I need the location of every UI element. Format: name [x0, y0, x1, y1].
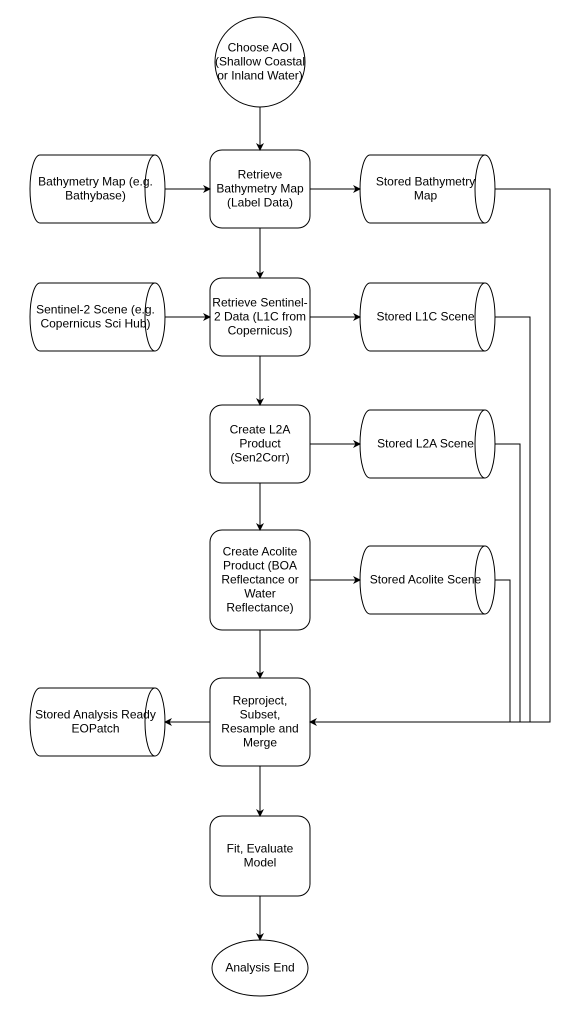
reproject-label-line-1: Subset,	[240, 708, 281, 722]
reproject-label-line-3: Merge	[243, 736, 277, 750]
storedL2A-label-line-0: Stored L2A Scene	[377, 437, 474, 451]
fitModel-label-line-0: Fit, Evaluate	[227, 842, 294, 856]
start-label-line-0: Choose AOI	[228, 41, 293, 55]
createAcolite-label-line-0: Create Acolite	[223, 545, 298, 559]
storedL2A-cylinder-inner	[475, 410, 485, 478]
retrieveBathy-label-line-1: Bathymetry Map	[216, 182, 304, 196]
s2In-label-line-0: Sentinel-2 Scene (e.g.	[36, 303, 155, 317]
createAcolite-label-line-4: Reflectance)	[226, 601, 293, 615]
bathyIn-cylinder-inner	[145, 155, 155, 223]
eoPatchOut-label-line-1: EOPatch	[71, 722, 119, 736]
storedL1C-cylinder-inner	[475, 283, 485, 351]
reproject-label-line-0: Reproject,	[233, 694, 288, 708]
edge-15	[495, 317, 530, 722]
end-label-line-0: Analysis End	[225, 961, 294, 975]
storedL1C-label-line-0: Stored L1C Scene	[376, 310, 474, 324]
storedBathy-label-line-0: Stored Bathymetry	[376, 175, 475, 189]
storedBathy-cylinder-inner	[475, 155, 485, 223]
edge-17	[495, 580, 510, 722]
fitModel-label-line-1: Model	[244, 856, 277, 870]
retrieveBathy-label-line-0: Retrieve	[238, 168, 283, 182]
start-label-line-1: (Shallow Coastal	[215, 55, 305, 69]
edge-14	[310, 189, 550, 722]
edge-16	[495, 444, 520, 722]
createL2A-label-line-2: (Sen2Corr)	[230, 451, 289, 465]
retrieveS2-label-line-0: Retrieve Sentinel-	[212, 296, 307, 310]
reproject-label-line-2: Resample and	[221, 722, 298, 736]
start-label-line-2: or Inland Water)	[217, 69, 303, 83]
createAcolite-label-line-1: Product (BOA	[223, 559, 297, 573]
eoPatchOut-cylinder-inner	[145, 688, 155, 756]
createAcolite-label-line-2: Reflectance or	[221, 573, 298, 587]
storedAcolite-label-line-0: Stored Acolite Scene	[370, 573, 482, 587]
createAcolite-label-line-3: Water	[244, 587, 276, 601]
retrieveBathy-label-line-2: (Label Data)	[227, 196, 293, 210]
flowchart-diagram: Choose AOI(Shallow Coastalor Inland Wate…	[0, 0, 566, 1018]
bathyIn-label-line-0: Bathymetry Map (e.g.	[38, 175, 153, 189]
retrieveS2-label-line-1: 2 Data (L1C from	[214, 310, 306, 324]
createL2A-label-line-1: Product	[239, 437, 281, 451]
storedBathy-label-line-1: Map	[414, 189, 438, 203]
s2In-label-line-1: Copernicus Sci Hub)	[40, 317, 150, 331]
retrieveS2-label-line-2: Copernicus)	[228, 324, 293, 338]
eoPatchOut-label-line-0: Stored Analysis Ready	[35, 708, 156, 722]
createL2A-label-line-0: Create L2A	[230, 423, 291, 437]
bathyIn-label-line-1: Bathybase)	[65, 189, 126, 203]
